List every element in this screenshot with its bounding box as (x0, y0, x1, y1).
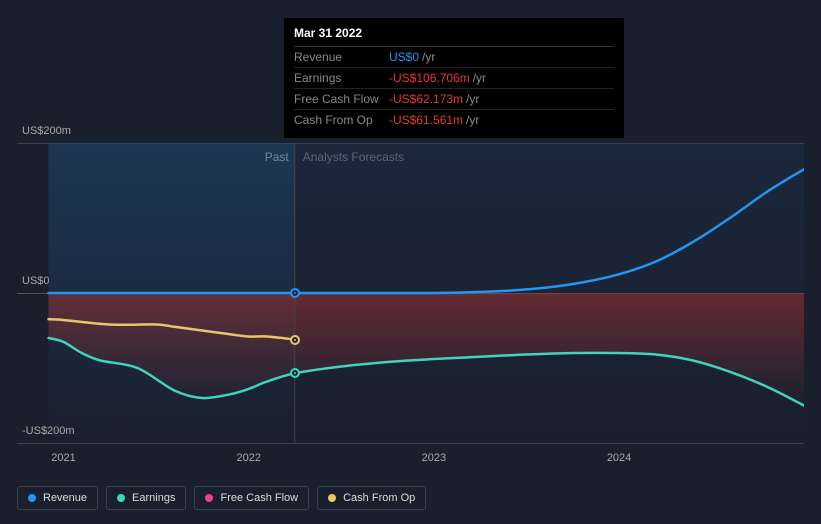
tooltip-row-unit: /yr (473, 71, 486, 85)
x-axis-label: 2024 (607, 452, 631, 464)
x-axis-label: 2022 (236, 452, 260, 464)
marker-earnings (290, 368, 300, 378)
financial-chart-container: { "tooltip": { "date": "Mar 31 2022", "r… (0, 0, 821, 524)
tooltip-row-unit: /yr (466, 92, 479, 106)
tooltip-row-label: Earnings (294, 71, 389, 85)
legend-dot-icon (328, 494, 336, 502)
y-axis-label-top: US$200m (22, 125, 71, 137)
tooltip-row: Free Cash Flow-US$62.173m /yr (294, 89, 614, 110)
chart-tooltip: Mar 31 2022 RevenueUS$0 /yrEarnings-US$1… (284, 18, 624, 138)
x-axis-label: 2021 (51, 452, 75, 464)
marker-revenue (290, 288, 300, 298)
tooltip-row: Cash From Op-US$61.561m /yr (294, 110, 614, 130)
x-axis-label: 2023 (422, 452, 446, 464)
tooltip-row-unit: /yr (422, 50, 435, 64)
tooltip-date: Mar 31 2022 (294, 26, 614, 47)
tooltip-row-label: Cash From Op (294, 113, 389, 127)
tooltip-row: RevenueUS$0 /yr (294, 47, 614, 68)
tooltip-row-label: Free Cash Flow (294, 92, 389, 106)
tooltip-row-label: Revenue (294, 50, 389, 64)
legend-label: Cash From Op (343, 492, 415, 504)
legend-label: Free Cash Flow (220, 492, 298, 504)
legend-item-revenue[interactable]: Revenue (17, 486, 98, 510)
legend-dot-icon (117, 494, 125, 502)
legend-label: Earnings (132, 492, 175, 504)
tooltip-row-value: -US$106.706m (389, 71, 470, 85)
legend-dot-icon (28, 494, 36, 502)
legend-dot-icon (205, 494, 213, 502)
legend-label: Revenue (43, 492, 87, 504)
gridline-bottom (17, 443, 804, 444)
legend-item-cash_from_op[interactable]: Cash From Op (317, 486, 426, 510)
chart-plot-area (17, 143, 804, 443)
marker-cash_from_op (290, 335, 300, 345)
tooltip-row: Earnings-US$106.706m /yr (294, 68, 614, 89)
tooltip-row-unit: /yr (466, 113, 479, 127)
legend-item-earnings[interactable]: Earnings (106, 486, 186, 510)
legend: Revenue Earnings Free Cash Flow Cash From O… (17, 486, 426, 510)
legend-item-free_cash_flow[interactable]: Free Cash Flow (194, 486, 309, 510)
tooltip-row-value: -US$62.173m (389, 92, 463, 106)
tooltip-row-value: US$0 (389, 50, 419, 64)
tooltip-row-value: -US$61.561m (389, 113, 463, 127)
